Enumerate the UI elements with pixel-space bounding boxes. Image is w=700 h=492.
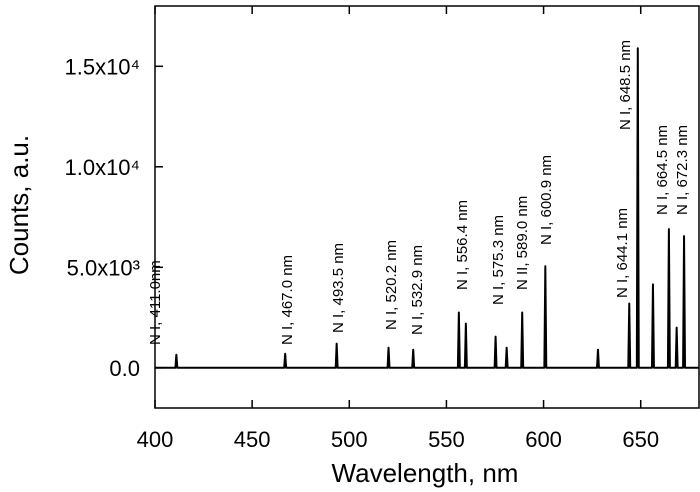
peak-annotation: N I, 520.2 nm	[383, 240, 400, 330]
peak-annotation: N I, 556.4 nm	[454, 200, 471, 290]
peak-annotation: N I, 575.3 nm	[490, 215, 507, 305]
y-tick-label: 0.0	[109, 356, 140, 381]
y-tick-label: 1.0x10⁴	[64, 155, 140, 180]
peak-annotation: N I, 600.9 nm	[538, 155, 555, 245]
peak-annotation: N I, 648.5 nm	[617, 40, 634, 130]
y-tick-label: 1.5x10⁴	[64, 54, 140, 79]
x-tick-label: 550	[428, 427, 465, 452]
peak-annotation: N I, 467.0 nm	[279, 255, 296, 345]
x-tick-label: 500	[331, 427, 368, 452]
y-axis-title: Counts, a.u.	[4, 135, 34, 275]
peak-annotation: N I, 664.5 nm	[654, 125, 671, 215]
plot-frame	[154, 5, 700, 409]
x-tick-label: 450	[234, 427, 271, 452]
x-tick-label: 650	[622, 427, 659, 452]
spectrum-line	[155, 47, 699, 369]
peak-annotation: N II, 589.0 nm	[514, 196, 531, 290]
x-tick-label: 400	[137, 427, 174, 452]
peak-annotation: N I, 532.9 nm	[409, 245, 426, 335]
y-tick-label: 5.0x10³	[67, 255, 140, 280]
peak-annotation: N I, 411.0nm	[147, 260, 164, 345]
peak-annotation: N I, 493.5 nm	[330, 243, 347, 333]
peak-annotation: N I, 672.3 nm	[674, 125, 691, 215]
peak-annotation: N I, 644.1 nm	[614, 208, 631, 298]
x-axis-title: Wavelength, nm	[332, 458, 519, 488]
x-tick-label: 600	[525, 427, 562, 452]
